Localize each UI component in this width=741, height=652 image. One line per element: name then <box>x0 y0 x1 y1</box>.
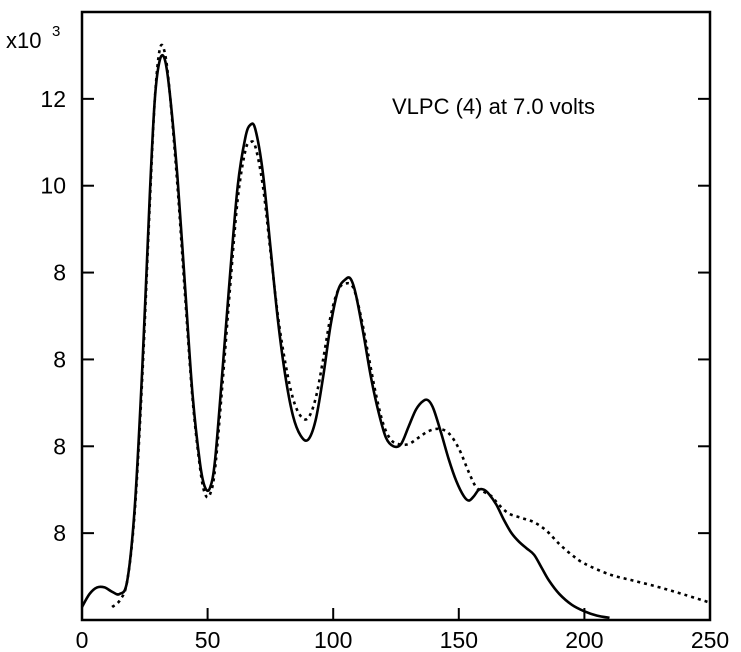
y-tick-label: 8 <box>53 260 66 286</box>
x-tick-label: 150 <box>440 627 478 652</box>
y-tick-label: 10 <box>40 173 66 199</box>
x-tick-label: 50 <box>195 627 221 652</box>
series-layer <box>80 43 711 620</box>
series-line-dotted <box>111 43 711 609</box>
x-tick-label: 250 <box>691 627 729 652</box>
y-tick-label: 8 <box>53 346 66 372</box>
x-tick-label: 0 <box>76 627 89 652</box>
series-line-solid <box>80 53 610 620</box>
y-multiplier-exponent: 3 <box>52 23 60 40</box>
x-axis-ticks: 0 50 100 150 200 250 <box>76 608 729 652</box>
y-tick-label: 8 <box>53 433 66 459</box>
x-tick-label: 200 <box>565 627 603 652</box>
x-tick-label: 100 <box>314 627 352 652</box>
y-multiplier-base: x10 <box>6 28 41 53</box>
plot-frame <box>80 10 712 622</box>
y-tick-label: 12 <box>40 86 66 112</box>
chart-annotation: VLPC (4) at 7.0 volts <box>392 94 595 119</box>
y-tick-label: 8 <box>53 520 66 546</box>
y-axis-ticks: 8 8 8 8 10 12 <box>40 86 710 546</box>
